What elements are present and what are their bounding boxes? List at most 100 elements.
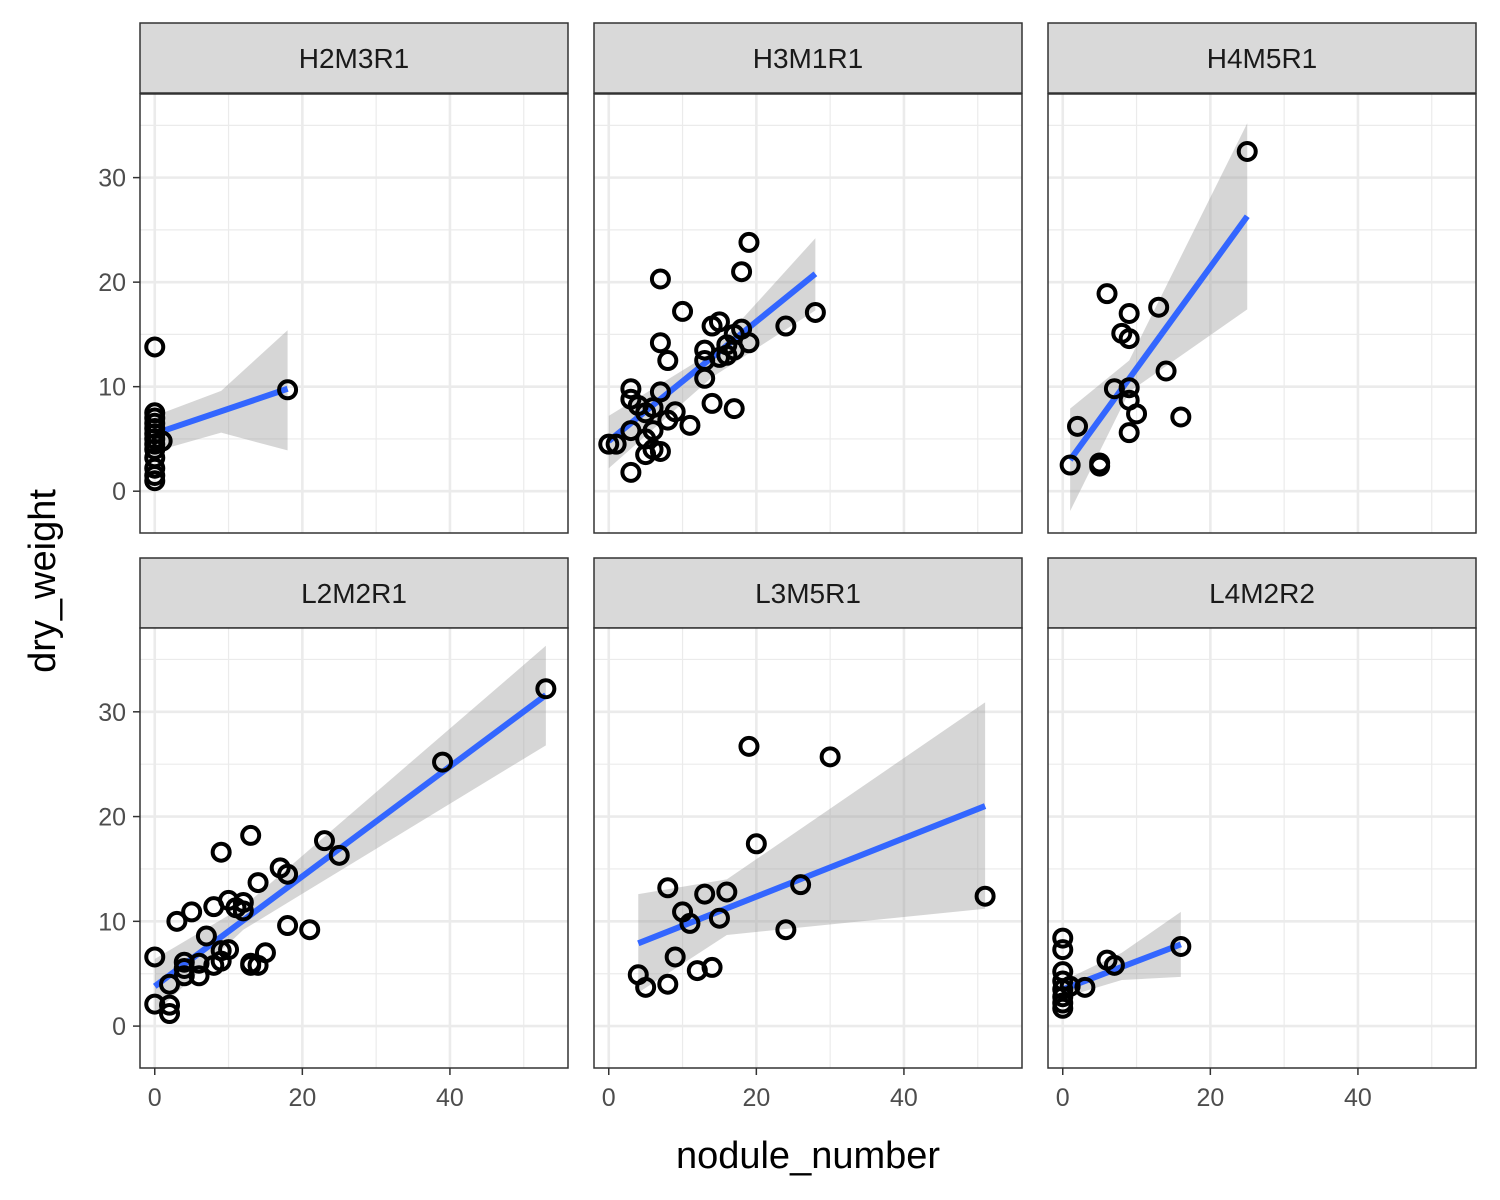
- data-point: [1170, 935, 1192, 957]
- data-point: [679, 414, 701, 436]
- regression-line: [152, 692, 548, 989]
- axes: 0 10 20 30 0 10 20 30 0 20 40 0 20 40 0 20 40: [98, 165, 1372, 1112]
- gridlines: [1048, 628, 1476, 1068]
- x-tick-label: 40: [1344, 1084, 1372, 1112]
- facet-strip-label: H3M1R1: [753, 43, 863, 74]
- gridlines: [140, 94, 568, 533]
- data-point: [247, 872, 269, 894]
- x-tick-label: 40: [436, 1084, 464, 1112]
- data-point: [605, 433, 627, 455]
- facet-strip-label: H4M5R1: [1207, 43, 1317, 74]
- data-point: [598, 433, 620, 455]
- gridlines: [594, 628, 1022, 1068]
- facet-strip: [1047, 557, 1477, 629]
- facet-strip-label: L3M5R1: [755, 578, 861, 609]
- data-point: [159, 1003, 181, 1025]
- data-point: [195, 925, 217, 947]
- data-point: [664, 946, 686, 968]
- data-point: [649, 381, 671, 403]
- data-point: [672, 300, 694, 322]
- panel-background: [1048, 94, 1476, 533]
- data-point: [277, 863, 299, 885]
- facet-strip: [139, 22, 569, 94]
- facet-panel-l2m2r1: L2M2R1: [139, 557, 569, 1069]
- data-points: [1052, 927, 1192, 1019]
- data-point: [790, 874, 812, 896]
- data-point: [1103, 378, 1125, 400]
- confidence-band: [638, 702, 986, 993]
- data-point: [144, 457, 166, 479]
- y-tick-label: 20: [98, 269, 126, 297]
- data-point: [277, 915, 299, 937]
- facet-panels: H2M3R1 H3M1R1 H4M5R1 L2M2R1 L3M5R1 L4M2R2: [139, 22, 1477, 1069]
- facet-strip: [1047, 22, 1477, 94]
- data-point: [328, 844, 350, 866]
- data-point: [775, 919, 797, 941]
- data-point: [731, 261, 753, 283]
- data-point: [151, 430, 173, 452]
- data-point: [535, 678, 557, 700]
- data-point: [254, 942, 276, 964]
- data-point: [664, 401, 686, 423]
- data-point: [649, 268, 671, 290]
- y-tick-label: 10: [98, 374, 126, 402]
- data-point: [1118, 377, 1140, 399]
- data-point: [694, 883, 716, 905]
- data-point: [679, 912, 701, 934]
- facet-strip-label: L4M2R2: [1209, 578, 1315, 609]
- data-point: [716, 881, 738, 903]
- facet-strip-label: L2M2R1: [301, 578, 407, 609]
- data-point: [620, 461, 642, 483]
- data-point: [432, 751, 454, 773]
- y-tick-label: 0: [112, 1013, 126, 1041]
- data-points: [598, 231, 826, 483]
- data-points: [144, 336, 299, 492]
- data-point: [144, 946, 166, 968]
- data-point: [657, 973, 679, 995]
- data-point: [1148, 296, 1170, 318]
- data-point: [240, 824, 262, 846]
- x-tick-label: 20: [742, 1084, 770, 1112]
- panel-background: [1048, 628, 1476, 1068]
- data-points: [627, 735, 996, 998]
- data-point: [1096, 283, 1118, 305]
- facet-strip: [139, 557, 569, 629]
- data-point: [181, 901, 203, 923]
- data-point: [232, 891, 254, 913]
- data-point: [723, 398, 745, 420]
- data-point: [232, 900, 254, 922]
- panel-background: [140, 628, 568, 1068]
- data-point: [819, 746, 841, 768]
- facet-panel-h3m1r1: H3M1R1: [593, 22, 1023, 534]
- data-point: [708, 311, 730, 333]
- data-points: [144, 678, 557, 1025]
- facet-strip: [593, 557, 1023, 629]
- data-point: [173, 951, 195, 973]
- y-tick-label: 10: [98, 908, 126, 936]
- data-point: [620, 378, 642, 400]
- data-point: [738, 735, 760, 757]
- data-point: [775, 315, 797, 337]
- data-point: [1170, 406, 1192, 428]
- x-tick-label: 40: [890, 1084, 918, 1112]
- data-point: [313, 830, 335, 852]
- x-axis-title: nodule_number: [676, 1135, 940, 1177]
- panel-border: [1047, 93, 1477, 534]
- data-point: [738, 332, 760, 354]
- data-point: [1118, 328, 1140, 350]
- data-point: [1089, 452, 1111, 474]
- data-point: [657, 350, 679, 372]
- facet-panel-h4m5r1: H4M5R1: [1047, 22, 1477, 534]
- x-tick-label: 0: [602, 1084, 616, 1112]
- confidence-band: [154, 645, 546, 1014]
- gridlines: [140, 628, 568, 1068]
- y-tick-label: 30: [98, 699, 126, 727]
- data-point: [635, 976, 657, 998]
- data-point: [188, 965, 210, 987]
- data-point: [1118, 303, 1140, 324]
- data-point: [1126, 403, 1148, 425]
- data-point: [657, 877, 679, 899]
- y-tick-label: 30: [98, 165, 126, 193]
- data-point: [210, 841, 232, 863]
